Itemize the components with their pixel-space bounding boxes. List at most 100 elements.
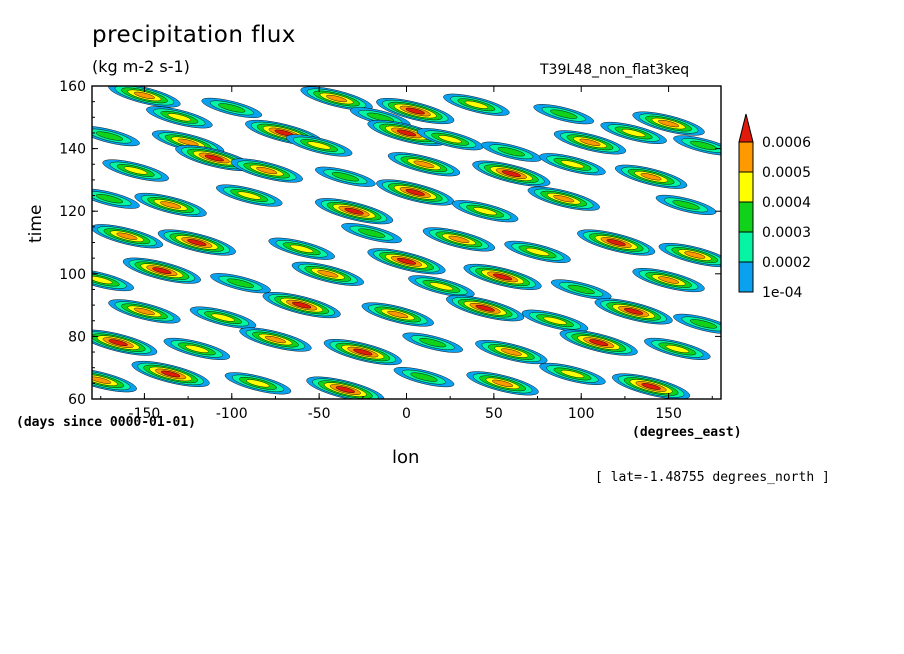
y-tick-label: 160	[59, 79, 86, 95]
precip-contour	[567, 284, 595, 295]
precip-contour	[573, 136, 607, 149]
precip-contour	[133, 91, 155, 99]
precip-blob	[673, 313, 721, 334]
precip-contour	[469, 265, 536, 289]
precip-contour	[485, 377, 520, 390]
precip-contour	[262, 292, 341, 319]
precip-blob	[102, 159, 169, 182]
precip-blob	[644, 337, 711, 360]
precip-contour	[617, 375, 685, 398]
precip-blob	[416, 128, 484, 151]
precip-contour	[96, 335, 140, 350]
precip-contour	[218, 103, 246, 113]
precip-contour	[521, 309, 589, 332]
precip-contour	[177, 138, 199, 146]
precip-contour	[677, 249, 712, 261]
precip-contour	[472, 160, 551, 187]
precip-blob	[245, 119, 324, 146]
precip-contour	[645, 115, 692, 132]
precip-blob	[553, 130, 627, 155]
precip-contour	[553, 195, 575, 203]
precip-contour	[429, 229, 489, 250]
precip-contour	[672, 200, 700, 210]
precip-contour	[658, 242, 721, 268]
precip-blob	[376, 179, 455, 206]
precip-contour	[379, 123, 434, 143]
precip-contour	[621, 166, 681, 187]
precip-contour	[457, 299, 513, 318]
precip-blob	[92, 329, 158, 356]
precip-contour	[92, 331, 152, 354]
precip-contour	[304, 265, 352, 282]
precip-contour	[589, 339, 609, 346]
colorbar-segment	[738, 171, 754, 203]
precip-contour	[385, 125, 428, 141]
precip-contour	[293, 136, 346, 155]
precip-contour	[201, 97, 263, 118]
precip-blob	[472, 160, 551, 187]
precip-contour	[196, 308, 250, 327]
precip-blob	[134, 192, 207, 217]
colorbar-label: 0.0004	[762, 195, 811, 211]
precip-contour	[673, 135, 721, 156]
precip-contour	[367, 119, 446, 146]
precip-contour	[323, 382, 367, 397]
precip-contour	[230, 189, 269, 202]
precip-contour	[373, 121, 440, 145]
precip-blob	[367, 248, 446, 275]
precip-contour	[161, 370, 181, 378]
precip-contour	[349, 107, 411, 128]
precip-contour	[251, 121, 318, 145]
precip-contour	[606, 239, 626, 246]
precip-contour	[245, 119, 324, 146]
precip-contour	[164, 134, 212, 151]
precip-contour	[385, 254, 428, 269]
precip-contour	[249, 164, 284, 177]
precip-contour	[158, 132, 218, 153]
precip-blob	[367, 119, 446, 146]
precip-contour	[614, 164, 688, 189]
precip-contour	[634, 171, 669, 183]
precip-contour	[92, 191, 132, 207]
precip-contour	[438, 135, 462, 144]
precip-contour	[110, 230, 144, 242]
precip-contour	[274, 129, 294, 137]
run-name: T39L48_non_flat3keq	[540, 62, 690, 78]
precip-contour	[326, 202, 382, 221]
colorbar-segment	[738, 201, 754, 233]
precip-contour	[152, 267, 172, 274]
precip-contour	[393, 185, 437, 200]
precip-contour	[155, 368, 187, 380]
precip-contour	[204, 311, 242, 324]
x-tick-label: 50	[485, 406, 503, 422]
precip-contour	[335, 386, 355, 393]
precip-contour	[624, 308, 644, 315]
precip-contour	[566, 134, 614, 151]
precip-contour	[442, 233, 476, 246]
precip-contour	[109, 161, 162, 180]
precip-contour	[170, 340, 223, 358]
precip-contour	[582, 231, 650, 254]
precip-contour	[171, 136, 205, 149]
precip-contour	[147, 197, 194, 213]
precip-contour	[393, 367, 455, 388]
precip-contour	[92, 128, 132, 144]
precip-contour	[528, 312, 582, 330]
precip-contour	[231, 374, 285, 393]
precip-contour	[103, 228, 151, 245]
precip-contour	[553, 157, 592, 171]
precip-blob	[521, 309, 589, 332]
plot-frame	[91, 85, 722, 400]
precip-contour	[134, 261, 190, 280]
precip-contour	[368, 304, 428, 325]
precip-contour	[583, 337, 615, 348]
precip-contour	[431, 132, 470, 146]
colorbar-label: 0.0005	[762, 165, 811, 181]
precip-blob	[361, 302, 434, 327]
precip-contour	[422, 227, 496, 252]
precip-contour	[291, 261, 365, 286]
precip-contour	[236, 160, 297, 181]
x-tick-label: -50	[308, 406, 331, 422]
colorbar: 1e-04 0.0002 0.0003 0.0004 0.0005 0.0006	[738, 113, 811, 301]
